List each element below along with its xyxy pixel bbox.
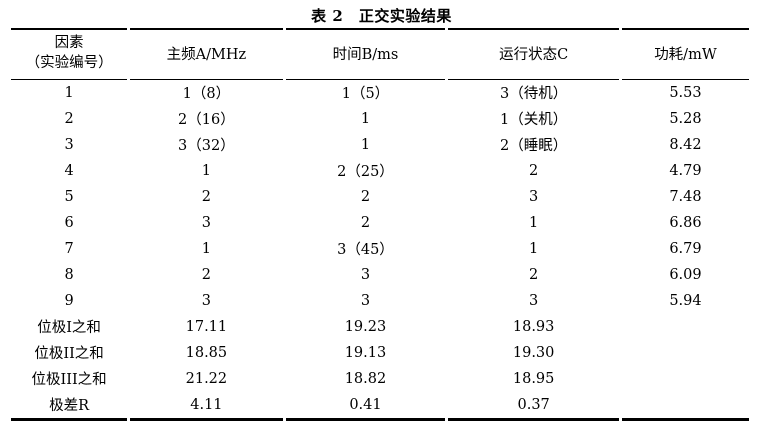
value-cell: 2（睡眠） (500, 138, 568, 155)
value-cell: 18.93 (512, 318, 555, 335)
value-cell: 0.37 (448, 392, 619, 421)
value-cell: 18.95 (512, 370, 555, 387)
row-label-cell: 极差R (11, 392, 128, 421)
value-cell: 2（25） (337, 164, 394, 181)
value-cell: 2 (201, 266, 211, 283)
table-row: 3 3（32） 1 2（睡眠） 8.42 (11, 132, 749, 158)
value-cell: 2 (360, 188, 371, 205)
value-cell: 3（32） (178, 138, 235, 155)
value-cell: 3（待机） (500, 86, 568, 103)
value-cell: 1 (529, 240, 539, 257)
row-label-cell: 位极III之和 (31, 372, 107, 389)
table-body: 1 1（8） 1（5） 3（待机） 5.53 2 2（16） 1 1（关机） 5.28 3 3（32）… (11, 80, 749, 421)
value-cell: 1 (201, 162, 211, 179)
table-row: 位极III之和 21.22 18.82 18.95 (11, 366, 749, 392)
value-cell: 19.13 (344, 344, 387, 361)
value-cell: 3 (201, 292, 211, 309)
value-cell: 5.53 (669, 84, 702, 101)
row-label-cell: 2 (64, 110, 74, 127)
value-cell: 2（16） (178, 112, 235, 129)
row-label-cell: 3 (64, 136, 74, 153)
row-label-cell: 位极I之和 (37, 320, 101, 337)
table-row: 1 1（8） 1（5） 3（待机） 5.53 (11, 80, 749, 106)
header-row: 因素 （实验编号） 主频A/MHz 时间B/ms 运行状态C 功耗/mW (11, 28, 749, 80)
row-label-cell: 位极II之和 (34, 346, 104, 363)
value-cell: 19.30 (512, 344, 555, 361)
row-label-cell: 8 (64, 266, 74, 283)
value-cell: 1（5） (341, 86, 390, 103)
value-cell: 5.94 (669, 292, 702, 309)
value-cell: 1 (360, 110, 371, 127)
value-cell: 17.11 (185, 318, 228, 335)
table-row: 9 3 3 3 5.94 (11, 288, 749, 314)
value-cell: 0.41 (285, 392, 446, 421)
value-cell: 3（45） (337, 242, 394, 259)
row-label-cell: 9 (64, 292, 74, 309)
value-cell: 1（关机） (500, 112, 568, 129)
value-cell: 3 (360, 292, 371, 309)
value-cell (622, 340, 749, 366)
row-label-cell: 1 (64, 84, 74, 101)
header-power: 功耗/mW (621, 28, 749, 80)
table-row: 7 1 3（45） 1 6.79 (11, 236, 749, 262)
row-label-cell: 7 (64, 240, 74, 257)
value-cell: 21.22 (185, 370, 228, 387)
row-label-cell: 5 (64, 188, 74, 205)
value-cell (622, 314, 749, 340)
value-cell: 6.86 (669, 214, 702, 231)
value-cell: 8.42 (669, 136, 702, 153)
value-cell: 5.28 (669, 110, 702, 127)
table-row: 8 2 3 2 6.09 (11, 262, 749, 288)
value-cell: 7.48 (669, 188, 702, 205)
value-cell: 2 (529, 162, 539, 179)
value-cell: 18.85 (185, 344, 228, 361)
value-cell: 3 (529, 188, 539, 205)
value-cell: 1 (360, 136, 371, 153)
value-cell: 3 (201, 214, 211, 231)
value-cell: 18.82 (344, 370, 387, 387)
value-cell: 2 (360, 214, 371, 231)
header-time: 时间B/ms (285, 28, 446, 80)
header-run-state: 运行状态C (448, 28, 619, 80)
table-row: 2 2（16） 1 1（关机） 5.28 (11, 106, 749, 132)
table-row: 4 1 2（25） 2 4.79 (11, 158, 749, 184)
table-row: 6 3 2 1 6.86 (11, 210, 749, 236)
value-cell (621, 392, 749, 421)
value-cell: 2 (201, 188, 211, 205)
value-cell: 3 (360, 266, 371, 283)
value-cell (622, 366, 749, 392)
value-cell: 4.11 (130, 392, 283, 421)
orthogonal-experiment-table: 因素 （实验编号） 主频A/MHz 时间B/ms 运行状态C 功耗/mW 1 1（… (8, 28, 752, 421)
value-cell: 2 (529, 266, 539, 283)
table-row: 位极I之和 17.11 19.23 18.93 (11, 314, 749, 340)
header-frequency: 主频A/MHz (130, 28, 283, 80)
row-label-cell: 6 (64, 214, 74, 231)
value-cell: 19.23 (344, 318, 387, 335)
value-cell: 6.09 (669, 266, 702, 283)
value-cell: 6.79 (669, 240, 702, 257)
value-cell: 3 (529, 292, 539, 309)
value-cell: 1（8） (182, 86, 231, 103)
header-factor: 因素 （实验编号） (11, 28, 128, 80)
table-row: 5 2 2 3 7.48 (11, 184, 749, 210)
table-title: 表 2 正交实验结果 (311, 7, 452, 25)
value-cell: 1 (529, 214, 539, 231)
row-label-cell: 4 (64, 162, 74, 179)
value-cell: 4.79 (669, 162, 702, 179)
table-row: 位极II之和 18.85 19.13 19.30 (11, 340, 749, 366)
value-cell: 1 (201, 240, 211, 257)
table-row: 极差R 4.11 0.41 0.37 (11, 392, 749, 421)
